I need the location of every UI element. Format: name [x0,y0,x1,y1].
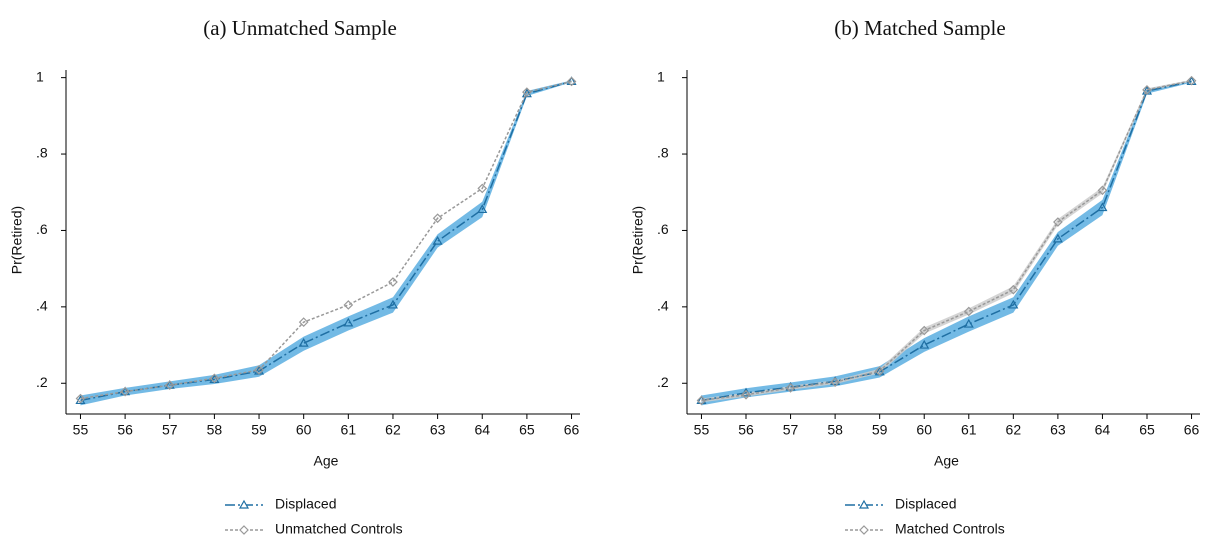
x-tick-label: 64 [1095,422,1111,438]
series-line [701,79,1192,402]
legend-marker [238,499,250,509]
x-tick-label: 59 [872,422,888,438]
x-tick-label: 62 [1006,422,1022,438]
point-marker [209,373,220,384]
x-axis-label: Age [934,453,959,469]
series-line [701,80,1192,402]
y-tick-label: .2 [36,374,48,390]
point-marker [1052,233,1063,243]
point-marker [1186,75,1197,86]
x-tick-label: 58 [827,422,843,438]
x-tick-label: 64 [474,422,490,438]
point-marker [254,365,264,375]
y-tick-label: 1 [36,68,44,84]
x-tick-label: 61 [341,422,357,438]
legend-label: Matched Controls [895,521,1005,537]
point-marker [387,299,398,309]
point-marker [741,389,751,400]
point-marker [696,395,707,406]
series-line [80,80,572,402]
x-tick-label: 57 [162,422,178,438]
y-tick-label: .4 [657,298,669,314]
x-tick-label: 63 [1050,422,1066,438]
point-marker [1142,85,1152,95]
point-marker [874,366,885,376]
y-tick-label: .6 [657,221,669,237]
legend-label: Unmatched Controls [275,521,403,537]
point-marker [963,306,974,317]
y-tick-label: .8 [657,145,669,161]
legend-marker [858,499,870,509]
point-marker [566,76,577,86]
confidence-band [80,80,572,406]
x-tick-label: 66 [1184,422,1200,438]
x-tick-label: 61 [961,422,977,438]
x-tick-label: 66 [564,422,580,438]
y-axis-label: Pr(Retired) [9,206,25,274]
y-tick-label: .8 [36,145,48,161]
x-tick-label: 60 [916,422,932,438]
point-marker [963,318,974,328]
x-tick-label: 59 [251,422,267,438]
point-marker [477,183,488,194]
x-tick-label: 65 [1139,422,1155,438]
point-marker [75,393,86,404]
x-tick-label: 60 [296,422,312,438]
y-tick-label: 1 [657,68,665,84]
point-marker [785,382,796,393]
x-tick-label: 63 [430,422,446,438]
point-marker [522,87,532,98]
point-marker [388,277,398,287]
confidence-band [701,80,1192,406]
legend-marker [239,525,249,535]
x-tick-label: 62 [385,422,401,438]
point-marker [432,235,443,245]
x-tick-label: 55 [73,422,89,438]
point-marker [164,380,175,391]
x-tick-label: 55 [694,422,710,438]
point-marker [830,377,840,387]
point-marker [1097,185,1108,196]
point-marker [432,213,443,224]
y-axis-label: Pr(Retired) [630,206,646,274]
point-marker [1008,299,1019,309]
confidence-band [701,79,1192,403]
series-line [80,80,572,400]
y-tick-label: .4 [36,298,48,314]
point-marker [343,300,354,310]
point-marker [343,317,354,327]
point-marker [1097,202,1108,212]
point-marker [1053,217,1063,227]
x-tick-label: 57 [783,422,799,438]
legend-label: Displaced [895,496,956,512]
x-tick-label: 56 [117,422,133,438]
y-tick-label: .2 [657,374,669,390]
legend-label: Displaced [275,496,336,512]
x-tick-label: 58 [207,422,223,438]
chart-title: (b) Matched Sample [834,16,1005,40]
point-marker [120,386,130,397]
x-tick-label: 65 [519,422,535,438]
legend-marker [859,525,869,535]
point-marker [477,204,488,214]
x-axis-label: Age [314,453,339,469]
point-marker [298,317,309,327]
chart-title: (a) Unmatched Sample [203,16,397,40]
point-marker [919,339,930,349]
point-marker [566,76,577,87]
x-tick-label: 56 [738,422,754,438]
point-marker [919,325,930,336]
point-marker [298,337,309,347]
y-tick-label: .6 [36,221,48,237]
point-marker [1008,284,1019,295]
